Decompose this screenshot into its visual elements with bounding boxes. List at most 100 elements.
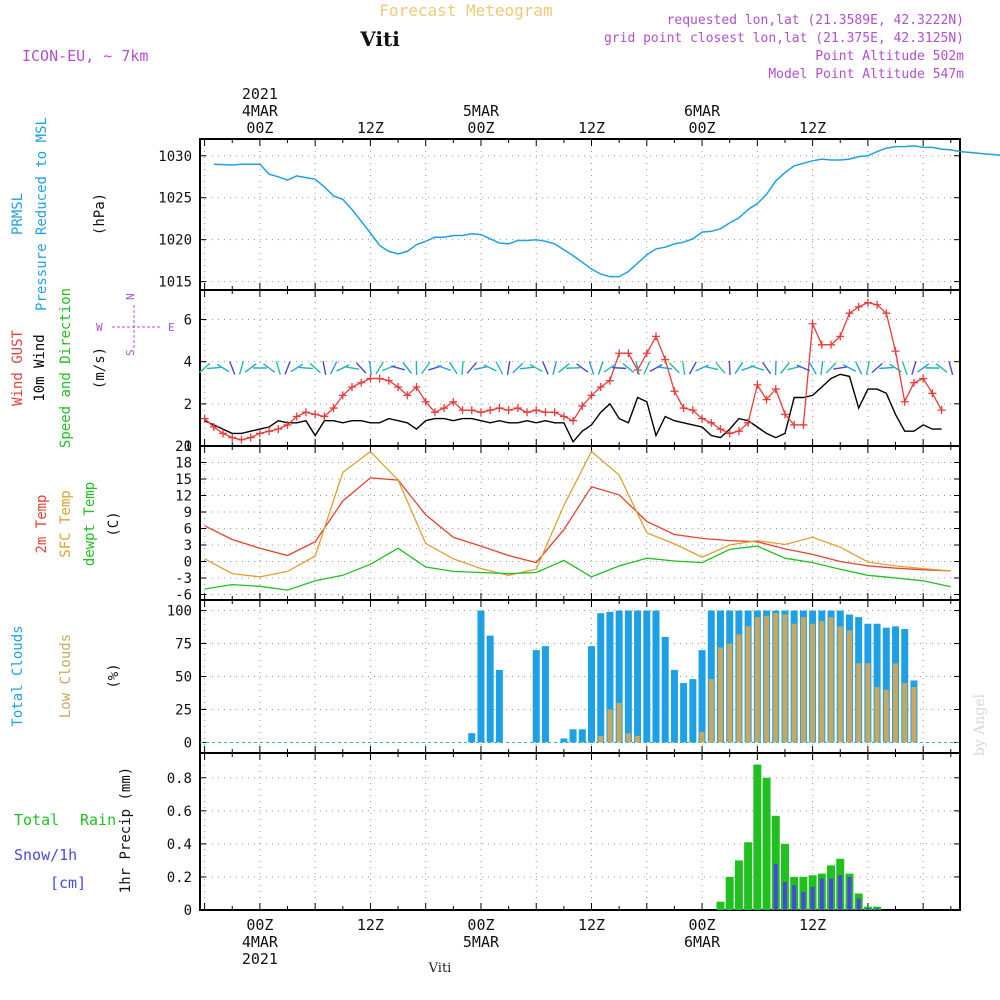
wind-arrow bbox=[576, 363, 589, 373]
low-cloud-bar bbox=[773, 613, 779, 743]
low-cloud-bar bbox=[699, 731, 705, 743]
gust-marker bbox=[909, 378, 918, 387]
gust-marker bbox=[900, 397, 909, 406]
low-cloud-bar bbox=[902, 683, 908, 743]
y-tick-label: 2 bbox=[184, 397, 192, 413]
wind-arrow bbox=[206, 366, 221, 370]
wind-arrow bbox=[322, 360, 327, 376]
rain-label-total: Total bbox=[14, 811, 59, 829]
gust-marker bbox=[661, 355, 670, 364]
low-cloud-bar bbox=[819, 621, 825, 743]
gust-marker bbox=[449, 397, 458, 406]
gust-marker bbox=[394, 382, 403, 391]
wind-arrow bbox=[216, 363, 230, 373]
gust-marker bbox=[403, 391, 412, 400]
gust-marker bbox=[707, 418, 716, 427]
low-cloud-bar bbox=[828, 617, 834, 743]
location-title: Viti bbox=[359, 27, 400, 51]
low-cloud-bar bbox=[745, 626, 751, 743]
wind-arrow bbox=[512, 362, 524, 374]
compass-s: S bbox=[124, 349, 137, 356]
snow-bar bbox=[773, 863, 778, 910]
gust-marker bbox=[366, 374, 375, 383]
gust-marker bbox=[384, 376, 393, 385]
pressure-unit: (hPa) bbox=[92, 193, 108, 235]
top-time-label: 00Z bbox=[689, 119, 716, 137]
wind-arrow bbox=[466, 362, 477, 374]
y-tick-label: 25 bbox=[175, 702, 192, 718]
y-tick-label: -3 bbox=[175, 571, 192, 587]
low-cloud-bar bbox=[754, 617, 760, 743]
rain-bar bbox=[762, 777, 771, 910]
y-tick-label: 0.4 bbox=[167, 837, 192, 853]
low-cloud-bar bbox=[865, 663, 871, 743]
wind-arrow bbox=[871, 362, 883, 374]
rain-bar bbox=[744, 842, 753, 910]
gust-marker bbox=[458, 406, 467, 415]
total-cloud-bar bbox=[615, 610, 623, 743]
gust-marker bbox=[283, 420, 292, 429]
gust-marker bbox=[817, 340, 826, 349]
low-cloud-bar bbox=[727, 643, 733, 743]
total-cloud-bar bbox=[670, 669, 678, 743]
gust-marker bbox=[744, 418, 753, 427]
wind-arrow bbox=[597, 361, 604, 375]
gust-marker bbox=[412, 382, 421, 391]
wind-arrow bbox=[911, 361, 917, 375]
rain-label-rain: Rain bbox=[80, 811, 116, 829]
low-cloud-bar bbox=[911, 687, 917, 743]
snow-bar bbox=[847, 876, 852, 910]
total-cloud-bar bbox=[477, 610, 485, 743]
top-time-label: 00Z bbox=[467, 119, 494, 137]
wind-arrow bbox=[603, 363, 617, 373]
wind-arrow bbox=[238, 361, 245, 375]
t2m-line bbox=[204, 477, 951, 572]
credit-watermark: by Angel bbox=[972, 693, 988, 756]
wind-arrow bbox=[728, 360, 731, 376]
wind-arrow bbox=[695, 364, 709, 372]
total-cloud-bar bbox=[634, 610, 642, 743]
low-cloud-bar bbox=[607, 709, 613, 743]
gust-marker bbox=[219, 429, 228, 438]
y-tick-label: 0 bbox=[184, 903, 192, 919]
total-cloud-bar bbox=[652, 610, 660, 743]
wind-arrow bbox=[688, 361, 697, 375]
gust-marker bbox=[430, 408, 439, 417]
model-altitude: Model Point Altitude 547m bbox=[768, 67, 964, 82]
low-cloud-bar bbox=[625, 733, 631, 743]
total-cloud-bar bbox=[661, 636, 669, 743]
snow-bar bbox=[810, 886, 815, 910]
total-cloud-bar bbox=[588, 646, 596, 743]
point-altitude: Point Altitude 502m bbox=[815, 49, 964, 64]
gust-marker bbox=[725, 429, 734, 438]
low-cloud-bar bbox=[883, 689, 889, 743]
wind-arrow bbox=[229, 361, 236, 375]
gust-marker bbox=[550, 408, 559, 417]
wind-arrow bbox=[842, 364, 856, 372]
y-tick-label: 75 bbox=[175, 637, 192, 653]
gust-marker bbox=[624, 349, 633, 358]
gust-marker bbox=[320, 412, 329, 421]
total-cloud-bar bbox=[873, 623, 881, 743]
wind-arrow bbox=[437, 364, 451, 372]
cloud-unit: (%) bbox=[106, 663, 122, 688]
low-cloud-bar bbox=[764, 615, 770, 743]
compass-n: N bbox=[124, 293, 137, 300]
y-tick-label: 9 bbox=[184, 505, 192, 521]
total-cloud-bar bbox=[532, 650, 540, 743]
gust-marker bbox=[596, 382, 605, 391]
snow-bar bbox=[792, 885, 797, 910]
wind-arrow bbox=[635, 361, 640, 375]
gust-marker bbox=[642, 349, 651, 358]
y-tick-label: -6 bbox=[175, 588, 192, 604]
wind-arrow bbox=[948, 361, 954, 375]
wind-arrow bbox=[865, 361, 871, 375]
wind-arrow bbox=[715, 362, 726, 374]
snow-bar bbox=[838, 875, 843, 910]
wind-arrow bbox=[355, 362, 367, 374]
low-cloud-bar bbox=[598, 735, 604, 743]
gust-marker bbox=[762, 395, 771, 404]
bottom-time-label: 12Z bbox=[799, 916, 826, 934]
y-tick-label: 0.6 bbox=[167, 804, 192, 820]
